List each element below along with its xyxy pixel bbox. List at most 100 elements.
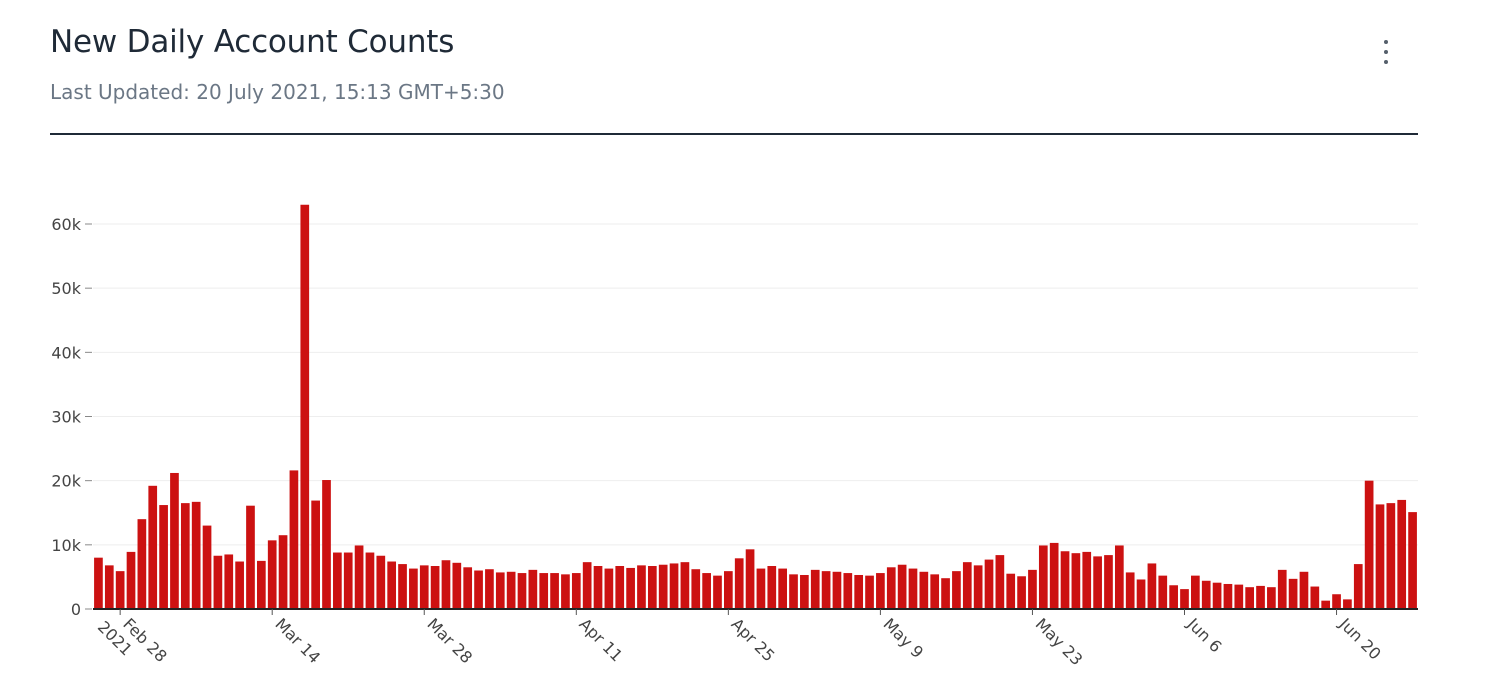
bar[interactable] (680, 562, 690, 609)
bar[interactable] (637, 565, 646, 609)
bar[interactable] (1028, 569, 1037, 609)
bar[interactable] (256, 560, 266, 609)
bar[interactable] (984, 559, 994, 609)
bar[interactable] (702, 573, 711, 609)
bar[interactable] (409, 568, 418, 609)
bar[interactable] (593, 566, 603, 609)
bar[interactable] (691, 569, 701, 609)
bar[interactable] (1267, 587, 1276, 609)
bar[interactable] (1158, 575, 1168, 609)
bar[interactable] (810, 569, 820, 609)
bar[interactable] (1201, 580, 1211, 609)
bar[interactable] (669, 563, 679, 609)
bar[interactable] (865, 575, 874, 609)
bar[interactable] (1049, 542, 1059, 609)
bar[interactable] (202, 525, 212, 609)
bar[interactable] (170, 472, 179, 609)
bar[interactable] (1408, 512, 1417, 609)
bar[interactable] (745, 549, 755, 609)
bar[interactable] (734, 558, 744, 609)
bar[interactable] (1060, 551, 1070, 609)
bar[interactable] (517, 573, 527, 609)
bar[interactable] (1125, 572, 1135, 609)
bar[interactable] (474, 570, 483, 610)
bar[interactable] (419, 565, 429, 609)
bar[interactable] (159, 505, 168, 609)
bar[interactable] (485, 569, 494, 609)
bar[interactable] (1397, 499, 1407, 609)
bar[interactable] (224, 554, 234, 609)
bar[interactable] (919, 571, 929, 609)
bar[interactable] (354, 545, 364, 609)
bar[interactable] (1223, 583, 1233, 609)
bar[interactable] (376, 555, 386, 609)
bar[interactable] (1169, 585, 1178, 609)
bar[interactable] (506, 571, 516, 609)
bar[interactable] (1180, 589, 1189, 609)
bar[interactable] (104, 565, 114, 609)
bar[interactable] (1093, 556, 1102, 609)
bar[interactable] (1038, 545, 1048, 609)
bar[interactable] (387, 561, 397, 609)
bar[interactable] (300, 204, 310, 609)
bar[interactable] (1006, 573, 1016, 609)
bar[interactable] (767, 566, 777, 609)
bar[interactable] (452, 562, 462, 609)
bar[interactable] (1245, 587, 1255, 609)
bar[interactable] (278, 535, 288, 609)
bar[interactable] (1277, 569, 1287, 609)
bar[interactable] (1332, 594, 1341, 609)
vertical-dots-icon[interactable] (1370, 32, 1402, 72)
bar[interactable] (832, 571, 842, 609)
bar[interactable] (800, 574, 809, 609)
bar[interactable] (1071, 553, 1081, 609)
bar[interactable] (886, 567, 896, 609)
bar[interactable] (789, 574, 798, 609)
bar[interactable] (398, 564, 407, 609)
bar[interactable] (941, 578, 950, 609)
bar[interactable] (539, 573, 549, 609)
bar[interactable] (1191, 575, 1200, 609)
bar[interactable] (126, 551, 136, 609)
bar[interactable] (1353, 564, 1363, 609)
bar[interactable] (322, 480, 331, 609)
bar[interactable] (995, 555, 1005, 609)
bar[interactable] (550, 573, 559, 609)
bar[interactable] (854, 574, 864, 609)
bar[interactable] (647, 566, 657, 609)
bar[interactable] (876, 573, 885, 609)
bar[interactable] (365, 552, 375, 609)
bar[interactable] (1321, 600, 1331, 609)
bar[interactable] (1343, 599, 1352, 609)
bar[interactable] (311, 500, 320, 609)
bar[interactable] (1104, 555, 1113, 609)
bar[interactable] (582, 562, 592, 609)
bar[interactable] (821, 571, 831, 609)
bar[interactable] (213, 555, 223, 609)
bar[interactable] (191, 501, 201, 609)
bar[interactable] (137, 519, 147, 609)
bar[interactable] (528, 569, 538, 609)
bar[interactable] (1017, 576, 1026, 609)
bar[interactable] (1310, 586, 1320, 609)
bar[interactable] (604, 568, 614, 609)
bar[interactable] (930, 574, 940, 609)
bar[interactable] (908, 568, 918, 609)
bar[interactable] (289, 470, 299, 609)
bar[interactable] (615, 566, 625, 609)
bar[interactable] (441, 560, 451, 609)
bar[interactable] (1212, 582, 1222, 609)
bar[interactable] (571, 573, 581, 609)
bar[interactable] (561, 574, 570, 609)
bar[interactable] (343, 552, 353, 609)
bar[interactable] (973, 565, 983, 609)
bar[interactable] (94, 557, 103, 609)
bar[interactable] (246, 505, 255, 609)
bar[interactable] (1147, 563, 1157, 609)
bar[interactable] (724, 571, 733, 609)
bar[interactable] (626, 567, 635, 609)
bar[interactable] (430, 566, 440, 609)
bar[interactable] (1082, 551, 1092, 609)
bar[interactable] (843, 573, 853, 609)
bar[interactable] (267, 540, 277, 609)
